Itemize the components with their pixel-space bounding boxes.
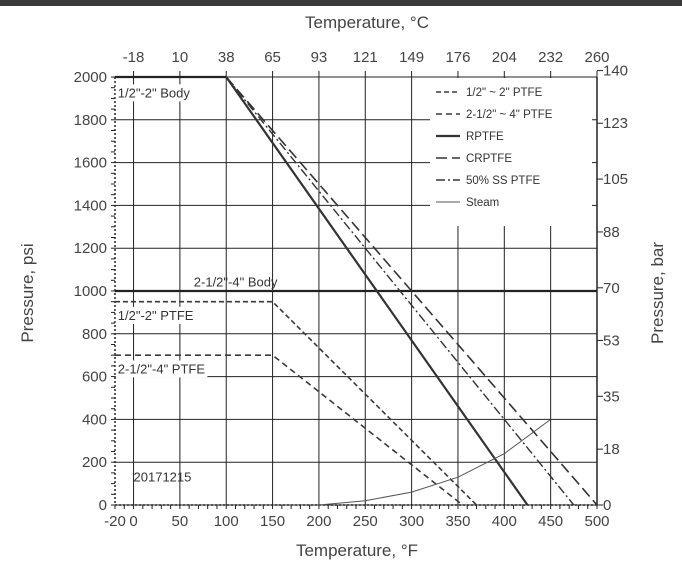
y2-tick-label: 140: [603, 63, 628, 80]
annotation-label: 1/2"-2" PTFE: [118, 308, 194, 323]
y2-tick-label: 35: [603, 388, 620, 405]
annotation-bg: [115, 84, 193, 102]
annotation-bg: [115, 306, 196, 324]
x-tick-label: -20: [104, 513, 126, 530]
x-tick-label: 400: [492, 513, 517, 530]
legend: 1/2" ~ 2" PTFE 2-1/2" ~ 4" PTFE RPTFE CRPTF…: [430, 78, 592, 226]
y2-axis-title: Pressure, bar: [648, 242, 667, 344]
legend-bg: [430, 78, 592, 226]
x-tick-label: 50: [172, 513, 189, 530]
legend-label: 2-1/2" ~ 4" PTFE: [466, 109, 553, 121]
y2-tick-label: 105: [603, 171, 628, 188]
top-tick-label: -18: [123, 49, 145, 66]
series-line-0: [115, 300, 478, 506]
y-tick-label: 0: [99, 497, 107, 514]
annotation-label: 1/2"-2" Body: [118, 85, 191, 100]
y-tick-label: 1400: [74, 197, 107, 214]
y-tick-label: 200: [82, 454, 107, 471]
x-tick-label: 0: [129, 513, 137, 530]
y-tick-label: 800: [82, 326, 107, 343]
y2-tick-label: 70: [603, 280, 620, 297]
y2-tick-label: 88: [603, 224, 620, 241]
y-tick-label: 1600: [74, 155, 107, 172]
y-tick-label: 1000: [74, 283, 107, 300]
x-tick-label: 200: [306, 513, 331, 530]
x-tick-label: 450: [538, 513, 563, 530]
top-tick-label: 10: [172, 49, 189, 66]
labels: 1/2"-2" Body 2-1/2"-4" Body 1/2"-2" PTFE 2-…: [115, 84, 278, 484]
header-bar: [0, 0, 682, 6]
annotation-label: 2-1/2"-4" Body: [194, 275, 278, 290]
top-tick-label: 93: [311, 49, 328, 66]
legend-label: RPTFE: [466, 131, 504, 143]
legend-label: 50% SS PTFE: [466, 175, 540, 187]
x-tick-label: 300: [399, 513, 424, 530]
series-line-3: [225, 76, 598, 506]
legend-label: CRPTFE: [466, 153, 512, 165]
top-tick-label: 260: [584, 49, 609, 66]
legend-label: Steam: [466, 197, 499, 209]
series-line-4: [225, 76, 575, 506]
annotation-label: 20171215: [134, 469, 192, 484]
top-tick-label: 65: [264, 49, 281, 66]
x-tick-label: 100: [214, 513, 239, 530]
y-tick-label: 600: [82, 369, 107, 386]
x-tick-label: 150: [260, 513, 285, 530]
y-tick-label: 2000: [74, 69, 107, 86]
series-line-2: [225, 76, 529, 506]
top-tick-label: 176: [445, 49, 470, 66]
series-group: [115, 75, 598, 506]
top-tick-label: 204: [492, 49, 517, 66]
top-tick-label: 121: [353, 49, 378, 66]
top-tick-label: 149: [399, 49, 424, 66]
series-line-5: [318, 418, 551, 506]
legend-label: 1/2" ~ 2" PTFE: [466, 87, 543, 99]
annotation-bg: [115, 360, 208, 378]
x-tick-label: 250: [353, 513, 378, 530]
x-axis-title-top: Temperature, °C: [305, 13, 429, 32]
y2-tick-label: 18: [603, 441, 620, 458]
y2-tick-label: 123: [603, 115, 628, 132]
x-tick-label: 500: [584, 513, 609, 530]
y-tick-label: 1200: [74, 240, 107, 257]
y2-tick-label: 53: [603, 332, 620, 349]
annotation-label: 2-1/2"-4" PTFE: [118, 361, 206, 376]
top-tick-label: 232: [538, 49, 563, 66]
y-tick-label: 400: [82, 411, 107, 428]
y-tick-label: 1800: [74, 112, 107, 129]
series-line-1: [115, 354, 464, 506]
y-axis-title: Pressure, psi: [18, 243, 37, 342]
x-axis-title: Temperature, °F: [296, 541, 418, 560]
y2-tick-label: 0: [603, 497, 611, 514]
x-tick-label: 350: [445, 513, 470, 530]
top-tick-label: 38: [218, 49, 235, 66]
